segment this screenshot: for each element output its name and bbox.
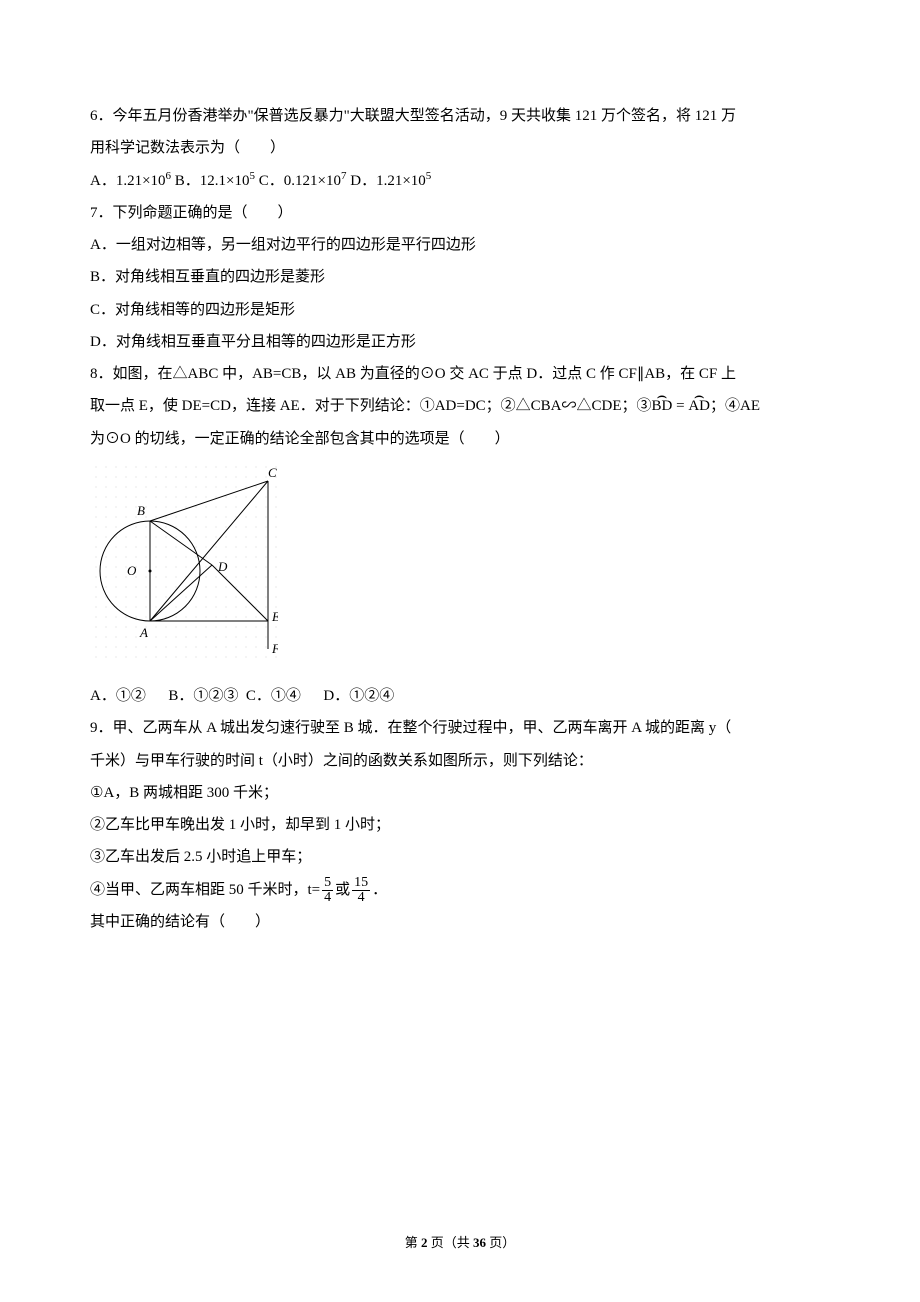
q7-optC: C．对角线相等的四边形是矩形 bbox=[90, 294, 830, 326]
q9-frac1: 54 bbox=[322, 876, 333, 905]
q7-optB: B．对角线相互垂直的四边形是菱形 bbox=[90, 261, 830, 293]
q9-frac2: 154 bbox=[352, 876, 370, 905]
q6-optB-pre: B．12.1×10 bbox=[171, 173, 249, 189]
svg-text:C: C bbox=[268, 465, 277, 480]
q8-stem2c: = bbox=[672, 398, 688, 414]
q9-frac1-num: 5 bbox=[322, 876, 333, 891]
q6-optD-exp: 5 bbox=[426, 170, 432, 182]
q9-s4: ④当甲、乙两车相距 50 千米时，t=54或154． bbox=[90, 874, 830, 906]
q8-stem2a: 取一点 E，使 DE=CD，连接 AE．对于下列结论：①AD=DC；②△CBA∽… bbox=[90, 398, 652, 414]
q8-stem-line3: 为⊙O 的切线，一定正确的结论全部包含其中的选项是（ ） bbox=[90, 423, 830, 455]
q9-stem-line2: 千米）与甲车行驶的时间 t（小时）之间的函数关系如图所示，则下列结论： bbox=[90, 745, 830, 777]
q8-optB: B．①②③ bbox=[168, 688, 238, 704]
q9-s2: ②乙车比甲车晚出发 1 小时，却早到 1 小时； bbox=[90, 809, 830, 841]
q9-s4-post: ． bbox=[372, 882, 387, 898]
q8-optA: A．①② bbox=[90, 688, 146, 704]
q8-arc-bd: BD bbox=[652, 390, 673, 422]
q8-stem2e: ；④AE bbox=[710, 398, 760, 414]
q6-options: A．1.21×106 B．12.1×105 C．0.121×107 D．1.21… bbox=[90, 165, 830, 197]
q9-s3: ③乙车出发后 2.5 小时追上甲车； bbox=[90, 841, 830, 873]
footer-mid: 页（共 bbox=[427, 1235, 473, 1250]
q9-frac2-num: 15 bbox=[352, 876, 370, 891]
q9-frac1-den: 4 bbox=[322, 891, 333, 905]
q9-stem-line1: 9．甲、乙两车从 A 城出发匀速行驶至 B 城．在整个行驶过程中，甲、乙两车离开… bbox=[90, 712, 830, 744]
svg-text:O: O bbox=[127, 563, 137, 578]
q8-optD: D．①②④ bbox=[323, 688, 394, 704]
svg-text:A: A bbox=[139, 625, 148, 640]
svg-text:E: E bbox=[271, 609, 278, 624]
q8-stem-line1: 8．如图，在△ABC 中，AB=CB，以 AB 为直径的⊙O 交 AC 于点 D… bbox=[90, 358, 830, 390]
svg-text:D: D bbox=[217, 559, 228, 574]
q8-arc-ad: AD bbox=[688, 390, 710, 422]
q6-stem-line2: 用科学记数法表示为（ ） bbox=[90, 132, 830, 164]
footer-post: 页） bbox=[486, 1235, 515, 1250]
svg-text:F: F bbox=[271, 641, 278, 656]
q8-optC: C．①④ bbox=[246, 688, 301, 704]
footer-total: 36 bbox=[473, 1235, 486, 1250]
q9-s4-pre: ④当甲、乙两车相距 50 千米时，t= bbox=[90, 882, 320, 898]
footer-pre: 第 bbox=[405, 1235, 421, 1250]
q7-stem: 7．下列命题正确的是（ ） bbox=[90, 197, 830, 229]
q6-optA-pre: A．1.21×10 bbox=[90, 173, 166, 189]
q8-stem-line2: 取一点 E，使 DE=CD，连接 AE．对于下列结论：①AD=DC；②△CBA∽… bbox=[90, 390, 830, 422]
q7-optD: D．对角线相互垂直平分且相等的四边形是正方形 bbox=[90, 326, 830, 358]
q9-frac2-den: 4 bbox=[352, 891, 370, 905]
q7-optA: A．一组对边相等，另一组对边平行的四边形是平行四边形 bbox=[90, 229, 830, 261]
q6-optC-pre: C．0.121×10 bbox=[255, 173, 341, 189]
page-footer: 第 2 页（共 36 页） bbox=[0, 1229, 920, 1257]
svg-text:B: B bbox=[137, 503, 145, 518]
q9-tail: 其中正确的结论有（ ） bbox=[90, 906, 830, 938]
q6-stem-line1: 6．今年五月份香港举办"保普选反暴力"大联盟大型签名活动，9 天共收集 121 … bbox=[90, 100, 830, 132]
q9-s1: ①A，B 两城相距 300 千米； bbox=[90, 777, 830, 809]
q6-optD-pre: D．1.21×10 bbox=[346, 173, 425, 189]
q9-s4-mid: 或 bbox=[335, 882, 350, 898]
q8-options: A．①② B．①②③ C．①④ D．①②④ bbox=[90, 680, 830, 712]
q8-figure: O A B C D E F bbox=[90, 461, 830, 678]
q8-figure-svg: O A B C D E F bbox=[90, 461, 278, 666]
exam-page: 6．今年五月份香港举办"保普选反暴力"大联盟大型签名活动，9 天共收集 121 … bbox=[0, 0, 920, 1302]
